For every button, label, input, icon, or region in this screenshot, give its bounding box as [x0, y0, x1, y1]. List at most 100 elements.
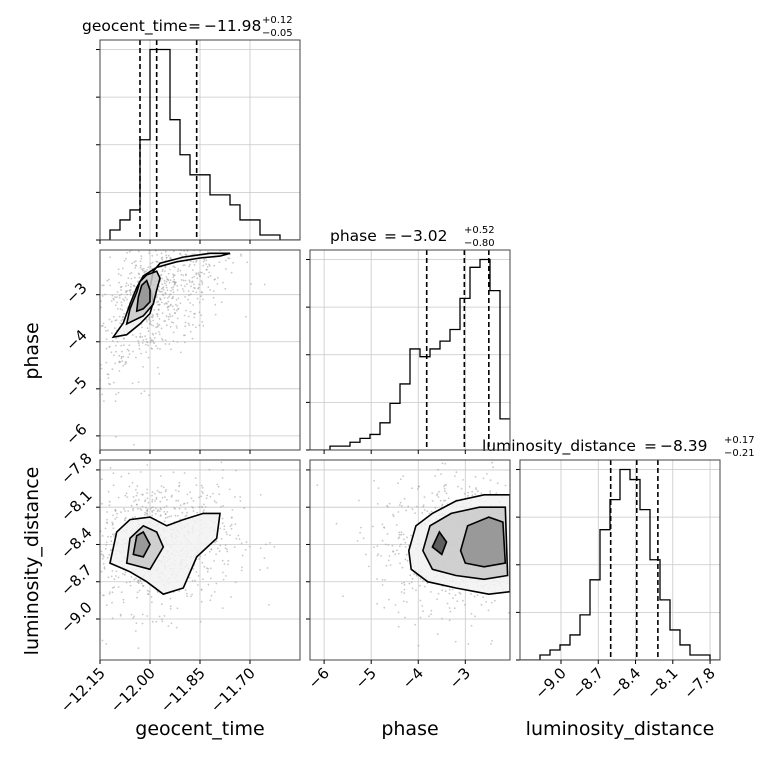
scatter-point — [174, 283, 176, 285]
scatter-point — [384, 579, 386, 581]
scatter-point — [124, 360, 127, 363]
scatter-point — [120, 289, 122, 291]
scatter-point — [426, 510, 429, 513]
scatter-point — [155, 498, 158, 500]
title-geocent-time-median: −11.98 — [204, 17, 261, 35]
scatter-point — [149, 341, 152, 344]
scatter-point — [535, 545, 537, 547]
scatter-point — [266, 225, 268, 227]
scatter-point — [376, 554, 379, 557]
scatter-point — [112, 297, 115, 300]
scatter-point — [423, 585, 426, 588]
scatter-point — [517, 561, 519, 563]
scatter-point — [55, 601, 57, 603]
scatter-point — [161, 244, 163, 246]
scatter-point — [52, 534, 54, 536]
scatter-point — [510, 474, 512, 476]
scatter-point — [214, 541, 217, 544]
scatter-point — [176, 305, 179, 307]
scatter-point — [415, 589, 417, 592]
scatter-point — [404, 546, 407, 548]
scatter-point — [219, 544, 222, 547]
scatter-point — [226, 217, 228, 219]
scatter-point — [89, 279, 91, 281]
scatter-point — [135, 265, 137, 267]
scatter-point — [199, 555, 202, 558]
scatter-point — [526, 546, 528, 548]
scatter-point — [160, 237, 162, 239]
scatter-point — [219, 190, 221, 192]
scatter-point — [402, 533, 405, 536]
scatter-point — [231, 509, 234, 511]
scatter-point — [104, 547, 107, 550]
scatter-point — [195, 326, 197, 329]
ylabel-luminosity-distance: luminosity_distance — [21, 467, 43, 656]
scatter-point — [189, 302, 192, 304]
scatter-point — [116, 291, 119, 293]
scatter-point — [529, 496, 531, 498]
scatter-point — [146, 320, 148, 323]
ylabel-phase: phase — [21, 322, 43, 379]
scatter-point — [221, 201, 223, 203]
scatter-point — [165, 286, 168, 289]
scatter-point — [158, 331, 160, 333]
scatter-point — [436, 598, 438, 601]
scatter-point — [404, 558, 407, 561]
scatter-point — [150, 315, 153, 318]
scatter-point — [189, 200, 191, 202]
scatter-point — [150, 323, 153, 326]
scatter-point — [188, 196, 190, 198]
scatter-point — [133, 615, 136, 618]
scatter-point — [459, 592, 462, 595]
scatter-point — [189, 263, 191, 266]
scatter-point — [534, 558, 536, 560]
scatter-point — [182, 290, 185, 292]
scatter-point — [151, 514, 154, 517]
y-tick-label: −8.1 — [57, 486, 95, 524]
scatter-point — [168, 205, 170, 207]
scatter-point — [147, 356, 150, 359]
scatter-point — [156, 347, 159, 350]
scatter-point — [91, 353, 93, 355]
scatter-point — [195, 291, 198, 294]
scatter-point — [410, 581, 413, 584]
title-phase: phase = −3.02 +0.52 −0.80 — [330, 225, 495, 249]
scatter-point — [98, 554, 100, 556]
scatter-point — [164, 490, 167, 493]
scatter-point — [513, 524, 515, 526]
scatter-point — [184, 236, 186, 238]
scatter-point — [141, 613, 144, 616]
scatter-point — [569, 574, 571, 576]
scatter-point — [187, 290, 190, 292]
scatter-point — [200, 291, 203, 293]
scatter-point — [101, 535, 104, 537]
scatter-point — [216, 283, 219, 285]
scatter-point — [479, 423, 481, 425]
scatter-point — [77, 412, 79, 414]
scatter-point — [240, 542, 243, 545]
scatter-point — [142, 267, 145, 270]
scatter-point — [187, 242, 189, 244]
scatter-point — [383, 606, 386, 609]
scatter-point — [228, 488, 231, 491]
scatter-point — [84, 307, 86, 309]
scatter-point — [403, 581, 406, 584]
scatter-point — [212, 296, 215, 299]
scatter-point — [102, 554, 104, 557]
scatter-point — [191, 280, 194, 283]
scatter-point — [177, 490, 180, 493]
scatter-point — [141, 622, 144, 625]
scatter-point — [163, 233, 165, 235]
scatter-point — [127, 356, 130, 358]
scatter-point — [452, 597, 454, 600]
scatter-point — [65, 324, 67, 326]
scatter-point — [123, 259, 126, 262]
scatter-point — [167, 272, 170, 275]
scatter-point — [244, 549, 247, 551]
scatter-point — [111, 368, 114, 371]
scatter-point — [156, 261, 159, 263]
scatter-point — [163, 279, 166, 282]
scatter-point — [400, 533, 403, 536]
scatter-point — [115, 516, 118, 519]
scatter-point — [576, 542, 578, 544]
